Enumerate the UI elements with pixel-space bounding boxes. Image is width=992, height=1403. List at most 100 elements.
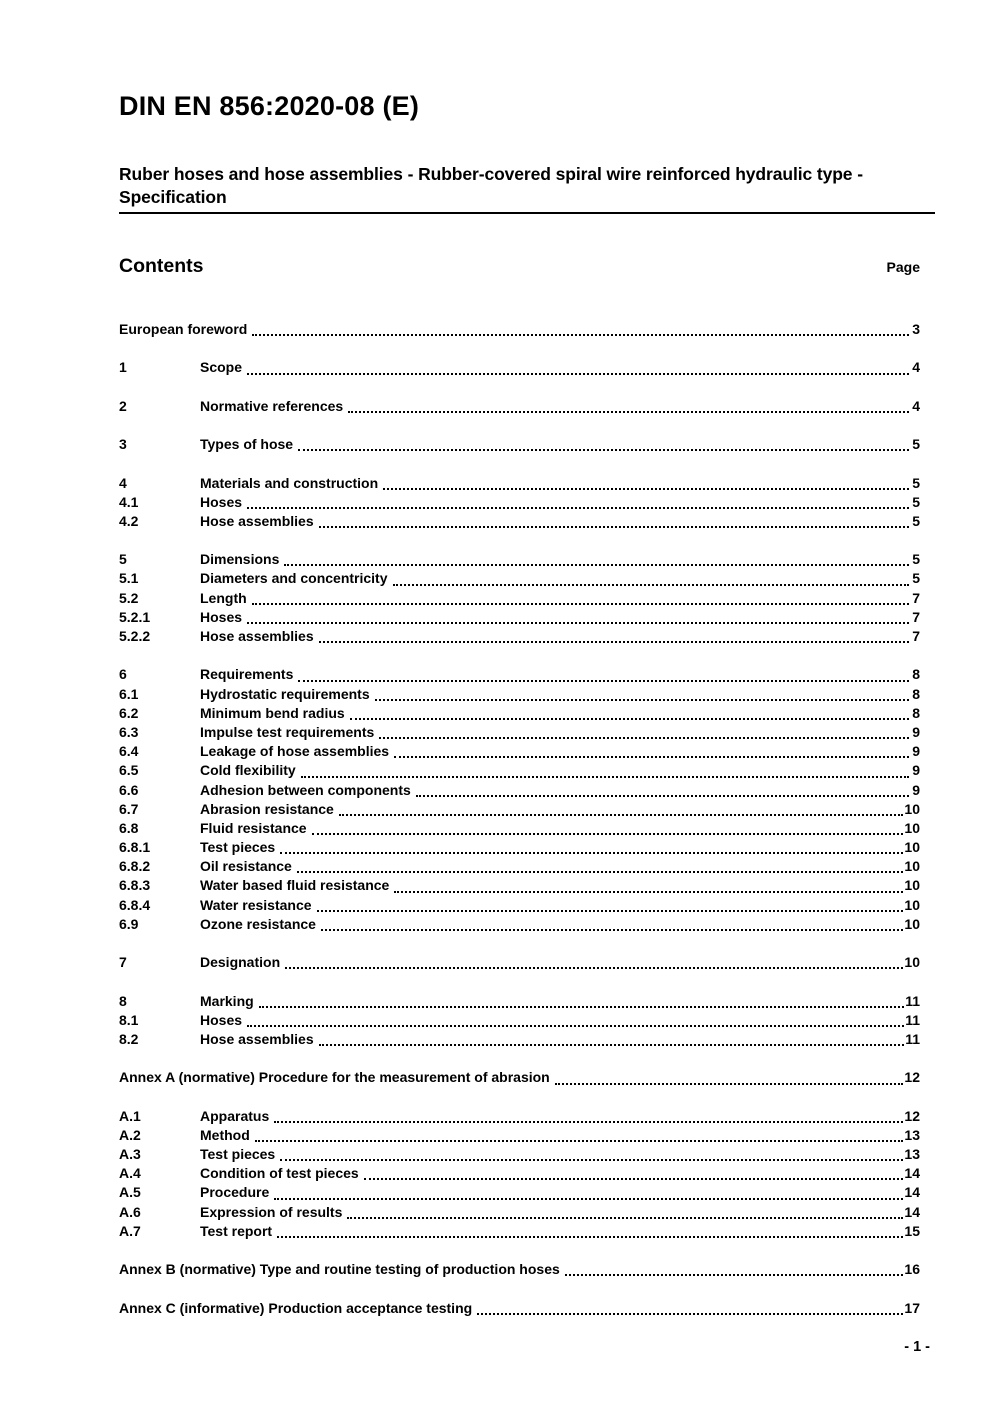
toc-entry: 5.2.2 Hose assemblies 7	[119, 627, 935, 646]
toc-entry-page: 5	[912, 512, 920, 529]
dot-leader	[415, 781, 909, 797]
dot-leader	[247, 608, 909, 624]
toc-entry-title: European foreword	[119, 321, 248, 337]
toc-entry: 5.2.1 Hoses 7	[119, 608, 935, 627]
toc-entry-page: 5	[912, 551, 920, 568]
dot-leader	[298, 435, 909, 452]
toc-entry: 6.4 Leakage of hose assemblies 9	[119, 742, 935, 761]
toc-entry-title: Normative references	[200, 397, 344, 414]
toc-entry: A.2 Method 13	[119, 1126, 935, 1145]
toc-entry: 6.8.2 Oil resistance 10	[119, 857, 935, 876]
toc-entry-page: 5	[912, 570, 920, 587]
toc-entry: 6.1 Hydrostatic requirements 8	[119, 685, 935, 704]
toc-entry-title: Scope	[200, 359, 243, 376]
contents-heading: Contents	[119, 255, 204, 277]
contents-header-row: Contents Page	[119, 255, 935, 278]
toc-entry-title: Adhesion between components	[200, 781, 411, 798]
dot-leader	[348, 397, 909, 413]
toc-entry-page: 14	[904, 1203, 920, 1220]
dot-leader	[363, 1164, 904, 1181]
toc-entry: 8 Marking 11	[119, 992, 935, 1011]
toc-entry-number: A.4	[119, 1165, 141, 1182]
toc-entry-title: Ozone resistance	[200, 915, 316, 932]
toc-entry-page: 10	[904, 839, 920, 856]
toc-entry: 6.7 Abrasion resistance 10	[119, 800, 935, 819]
toc-entry-page: 8	[912, 704, 920, 721]
toc-entry: A.1 Apparatus 12	[119, 1107, 935, 1126]
toc-entry: A.4 Condition of test pieces 14	[119, 1164, 935, 1183]
toc-entry-number: 6.6	[119, 781, 139, 798]
document-title: DIN EN 856:2020-08 (E)	[119, 91, 420, 121]
dot-leader	[277, 1222, 904, 1238]
toc-entry: European foreword 3	[119, 320, 935, 339]
toc-entry-number: 4	[119, 474, 127, 491]
dot-leader	[280, 1145, 904, 1162]
toc-entry-title: Annex B (normative) Type and routine tes…	[119, 1261, 560, 1278]
toc-entry-page: 7	[912, 628, 920, 644]
toc-entry-page: 17	[904, 1299, 920, 1316]
dot-leader	[394, 742, 909, 759]
toc-entry-title: Minimum bend radius	[200, 704, 345, 721]
page-column-label: Page	[886, 259, 920, 275]
toc-entry-title: Hydrostatic requirements	[200, 685, 370, 702]
dot-leader	[318, 1030, 905, 1047]
dot-leader	[554, 1069, 904, 1085]
toc-entry: 8.2 Hose assemblies 11	[119, 1030, 935, 1049]
toc-entry: A.5 Procedure 14	[119, 1183, 935, 1202]
toc-entry-number: 5.2	[119, 589, 139, 606]
toc-entry-number: 8	[119, 992, 127, 1009]
toc-entry-page: 10	[904, 800, 920, 817]
dot-leader	[392, 570, 909, 586]
toc-entry-number: 3	[119, 436, 127, 453]
toc-entry: 6.8.4 Water resistance 10	[119, 896, 935, 915]
toc-entry-page: 7	[912, 608, 920, 625]
toc-entry-title: Oil resistance	[200, 858, 292, 875]
dot-leader	[564, 1260, 904, 1277]
toc-entry-page: 11	[905, 1011, 920, 1028]
toc-entry: Annex A (normative) Procedure for the me…	[119, 1068, 935, 1087]
toc-entry-number: 5	[119, 551, 127, 568]
toc-entry-title: Annex C (informative) Production accepta…	[119, 1299, 473, 1316]
toc-entry-title: Test pieces	[200, 839, 276, 856]
toc-entry: A.3 Test pieces 13	[119, 1145, 935, 1164]
dot-leader	[247, 493, 909, 509]
toc-entry-title: Hoses	[200, 608, 243, 625]
toc-entry-title: Condition of test pieces	[200, 1165, 359, 1182]
toc-entry: Annex C (informative) Production accepta…	[119, 1299, 935, 1318]
dot-leader	[280, 838, 904, 855]
toc-entry-page: 13	[904, 1126, 920, 1143]
toc-entry-number: 6.9	[119, 915, 139, 932]
toc-entry-title: Designation	[200, 954, 281, 971]
toc-entry: 5.2 Length 7	[119, 589, 935, 608]
toc-entry-page: 8	[912, 666, 920, 683]
dot-leader	[338, 800, 904, 816]
page-number-footer: - 1 -	[904, 1338, 930, 1355]
toc-entry-title: Requirements	[200, 666, 294, 683]
dot-leader	[254, 1126, 904, 1143]
toc-entry-number: 4.2	[119, 512, 139, 529]
toc-entry-page: 4	[912, 359, 920, 376]
toc-entry-title: Water based fluid resistance	[200, 877, 390, 894]
toc-entry-number: 6.4	[119, 743, 139, 760]
toc-entry: 6.5 Cold flexibility 9	[119, 761, 935, 780]
toc-entry-title: Hose assemblies	[200, 1030, 314, 1047]
toc-entry-page: 9	[912, 743, 920, 760]
toc-entry: 8.1 Hoses 11	[119, 1011, 935, 1030]
toc-entry-page: 7	[912, 589, 920, 606]
toc-entry-page: 12	[904, 1107, 920, 1124]
toc-entry: 6.6 Adhesion between components 9	[119, 781, 935, 800]
document-subtitle: Ruber hoses and hose assemblies - Rubber…	[119, 163, 935, 214]
toc-entry-title: Method	[200, 1126, 250, 1143]
toc-entry-number: 5.2.2	[119, 628, 151, 644]
dot-leader	[300, 762, 909, 778]
toc-entry-page: 10	[904, 954, 920, 971]
dot-leader	[374, 685, 909, 701]
toc-entry-page: 5	[912, 436, 920, 453]
toc-entry-page: 8	[912, 685, 920, 702]
toc-entry-title: Marking	[200, 992, 254, 1009]
toc-entry-number: 4.1	[119, 493, 139, 510]
dot-leader	[383, 474, 909, 490]
toc-entry-title: Length	[200, 589, 247, 606]
toc-entry-title: Test pieces	[200, 1146, 276, 1163]
